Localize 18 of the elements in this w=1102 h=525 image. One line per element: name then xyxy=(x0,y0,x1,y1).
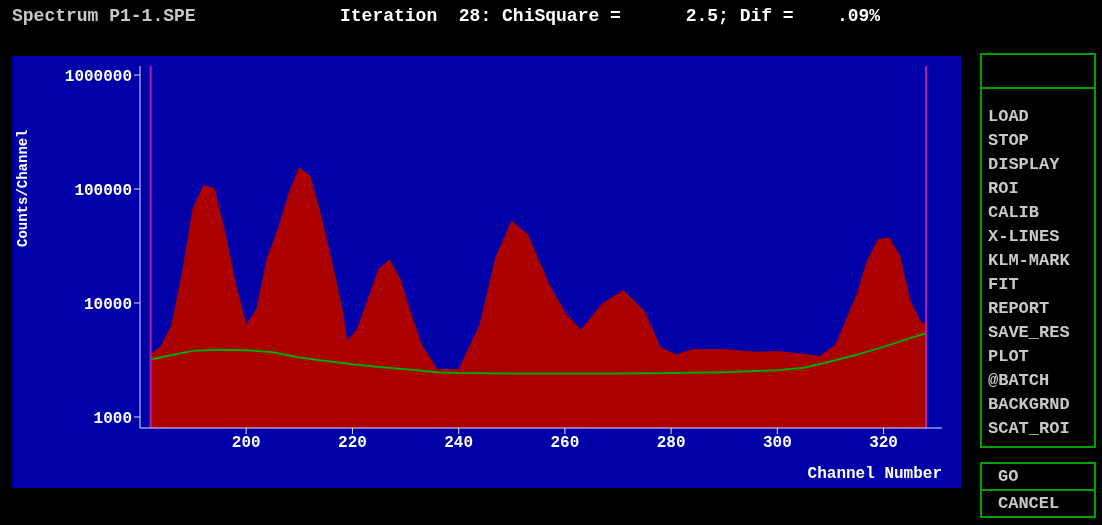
button-panel: GO CANCEL xyxy=(980,462,1096,518)
menu-panel: LOAD STOP DISPLAY ROI CALIB X-LINES KLM-MARK FIT REPORT SAVE_RES PLOT @BATCH BACKGRND SCAT_ROI xyxy=(980,53,1096,448)
x-tick-label: 300 xyxy=(762,434,792,453)
y-tick-label: 1000000 xyxy=(64,67,132,86)
x-tick-label: 220 xyxy=(338,434,367,453)
x-tick-label: 200 xyxy=(231,434,261,453)
y-tick-label: 1000 xyxy=(93,409,132,428)
y-tick-label: 10000 xyxy=(83,295,132,314)
x-tick-label: 260 xyxy=(550,434,580,453)
chart-title: Spectrum P1-1.SPE xyxy=(12,6,196,26)
y-axis-title: Counts/Channel xyxy=(14,129,31,247)
chart-subtitle: Iteration 28: ChiSquare = 2.5; Dif = .09% xyxy=(340,6,881,26)
y-tick-label: 100000 xyxy=(74,181,132,200)
x-axis-title: Channel Number xyxy=(807,465,942,483)
x-tick-label: 240 xyxy=(444,434,474,453)
x-tick-label: 280 xyxy=(656,434,686,453)
line-series xyxy=(149,332,928,375)
x-tick-label: 320 xyxy=(869,434,898,453)
